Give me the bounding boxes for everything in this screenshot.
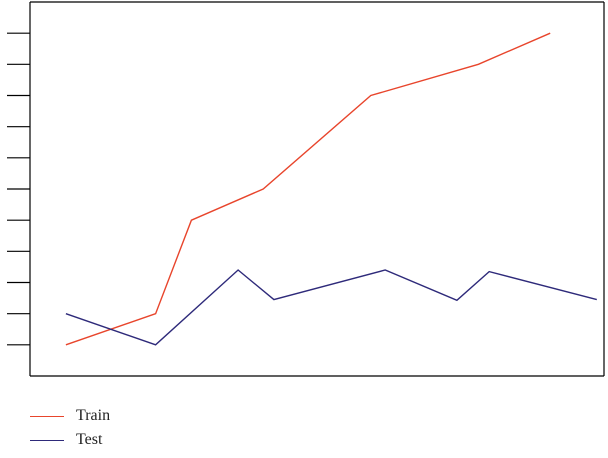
legend-item-test: Test (30, 428, 110, 452)
legend-label-test: Test (76, 431, 103, 448)
line-chart (7, 1, 605, 377)
chart-axes (7, 1, 605, 377)
chart-series-lines (65, 32, 597, 346)
legend-item-train: Train (30, 404, 110, 428)
series-line-test (65, 269, 597, 346)
chart-legend: Train Test (30, 404, 110, 452)
legend-swatch-train (30, 415, 64, 417)
legend-swatch-test (30, 439, 64, 441)
legend-label-train: Train (76, 407, 111, 424)
series-line-train (65, 32, 551, 346)
